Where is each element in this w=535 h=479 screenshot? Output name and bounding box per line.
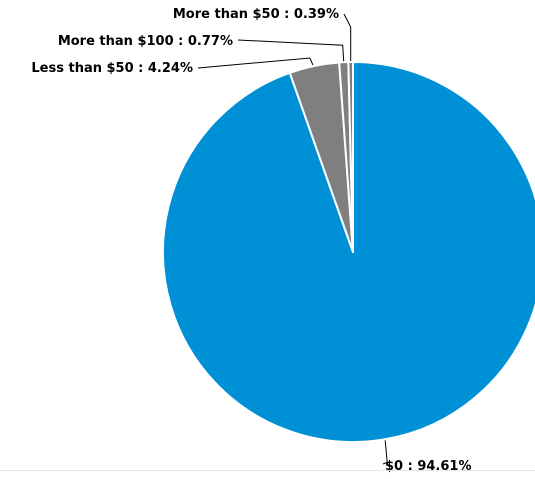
leader-line: [343, 13, 352, 61]
pie-slice-more-than-50: [347, 61, 354, 253]
slice-label: $0 : 94.61%: [385, 459, 472, 474]
leader-line: [382, 440, 388, 465]
pie-slice-0: [162, 61, 535, 443]
slice-label: More than $50 : 0.39%: [173, 7, 339, 22]
slice-label: More than $100 : 0.77%: [58, 34, 233, 49]
slice-label: Less than $50 : 4.24%: [31, 61, 193, 76]
leader-line: [237, 39, 345, 62]
leader-line: [197, 57, 314, 69]
bottom-divider: [0, 470, 535, 471]
